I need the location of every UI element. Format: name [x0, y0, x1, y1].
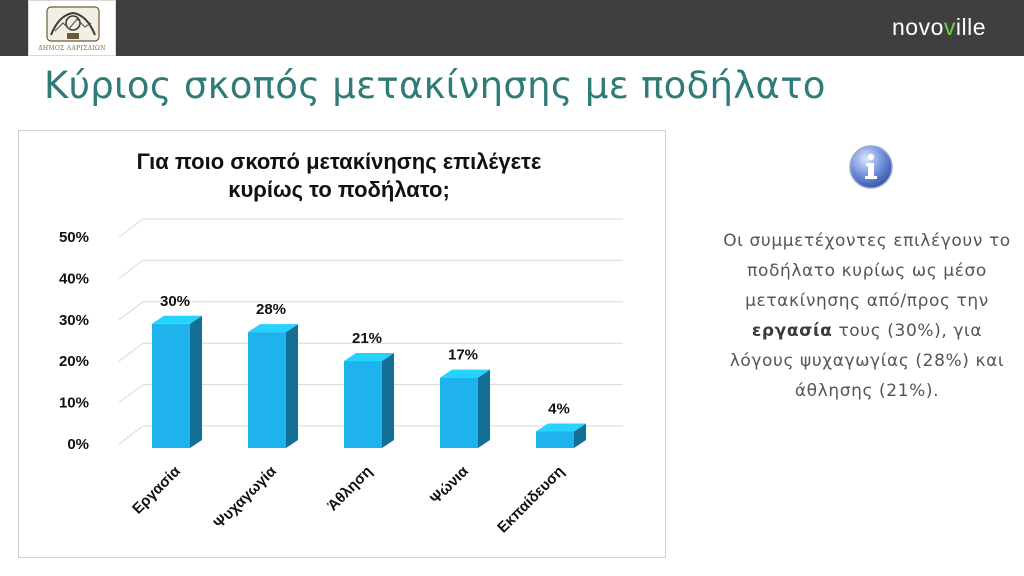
grid-line-diagonal — [118, 384, 144, 404]
brand-v: v — [943, 14, 956, 40]
brand-prefix: novo — [892, 14, 944, 40]
y-tick-label: 10% — [59, 395, 89, 412]
bar-side — [382, 353, 394, 448]
y-tick-label: 50% — [59, 229, 89, 246]
note-text-1: Οι συμμετέχοντες επιλέγουν το ποδήλατο κ… — [723, 231, 1011, 311]
x-tick-label: Ψυχαγωγία — [211, 462, 281, 532]
bar-top — [344, 353, 394, 362]
x-tick-label: Εκπαίδευση — [494, 463, 568, 537]
bar-top — [152, 315, 202, 324]
grid-line-diagonal — [118, 425, 144, 445]
logo-text: ΔΗΜΟΣ ΛΑΡΙΣΑΙΩΝ — [38, 45, 106, 52]
bar-chart: Για ποιο σκοπό μετακίνησης επιλέγετε κυρί… — [59, 149, 623, 537]
chart-frame: Για ποιο σκοπό μετακίνησης επιλέγετε κυρί… — [18, 130, 666, 558]
note-text-2: τους (30%), για λόγους ψυχαγωγίας (28%) … — [729, 321, 1005, 401]
bar-side — [286, 324, 298, 448]
bar — [152, 323, 190, 448]
municipality-logo: ΔΗΜΟΣ ΛΑΡΙΣΑΙΩΝ — [28, 0, 116, 56]
data-label: 17% — [448, 347, 478, 364]
x-tick-label: Άθληση — [324, 463, 376, 515]
grid-line-diagonal — [118, 342, 144, 362]
grid-line-diagonal — [118, 218, 144, 238]
x-tick-label: Ψώνια — [427, 462, 472, 507]
bar-side — [574, 423, 586, 448]
bar — [536, 431, 574, 448]
x-tick-label: Εργασία — [129, 462, 184, 517]
y-tick-label: 40% — [59, 270, 89, 287]
bar — [344, 361, 382, 448]
data-label: 21% — [352, 330, 382, 347]
brand-suffix: ille — [955, 14, 986, 40]
note-bold-word: εργασία — [751, 321, 833, 341]
data-label: 30% — [160, 293, 190, 310]
bar — [248, 332, 286, 448]
logo-emblem-icon — [46, 6, 100, 42]
top-bar: ΔΗΜΟΣ ΛΑΡΙΣΑΙΩΝ novoville — [0, 0, 1024, 56]
bar-top — [248, 324, 298, 333]
brand-logo: novoville — [892, 14, 986, 41]
page-title: Κύριος σκοπός μετακίνησης με ποδήλατο — [44, 64, 826, 107]
y-tick-label: 0% — [67, 436, 89, 453]
chart-title-line: κυρίως το ποδήλατο; — [228, 177, 450, 202]
bar-side — [190, 315, 202, 448]
info-note: Οι συμμετέχοντες επιλέγουν το ποδήλατο κ… — [722, 226, 1012, 406]
grid-line-diagonal — [118, 259, 144, 279]
chart-title-line: Για ποιο σκοπό μετακίνησης επιλέγετε — [137, 149, 542, 174]
bar-top — [440, 369, 490, 378]
bar — [440, 377, 478, 448]
data-label: 28% — [256, 301, 286, 318]
y-tick-label: 30% — [59, 312, 89, 329]
grid-line-diagonal — [118, 301, 144, 321]
bar-top — [536, 423, 586, 432]
y-tick-label: 20% — [59, 353, 89, 370]
info-icon — [849, 145, 893, 189]
data-label: 4% — [548, 400, 570, 417]
bar-side — [478, 369, 490, 448]
